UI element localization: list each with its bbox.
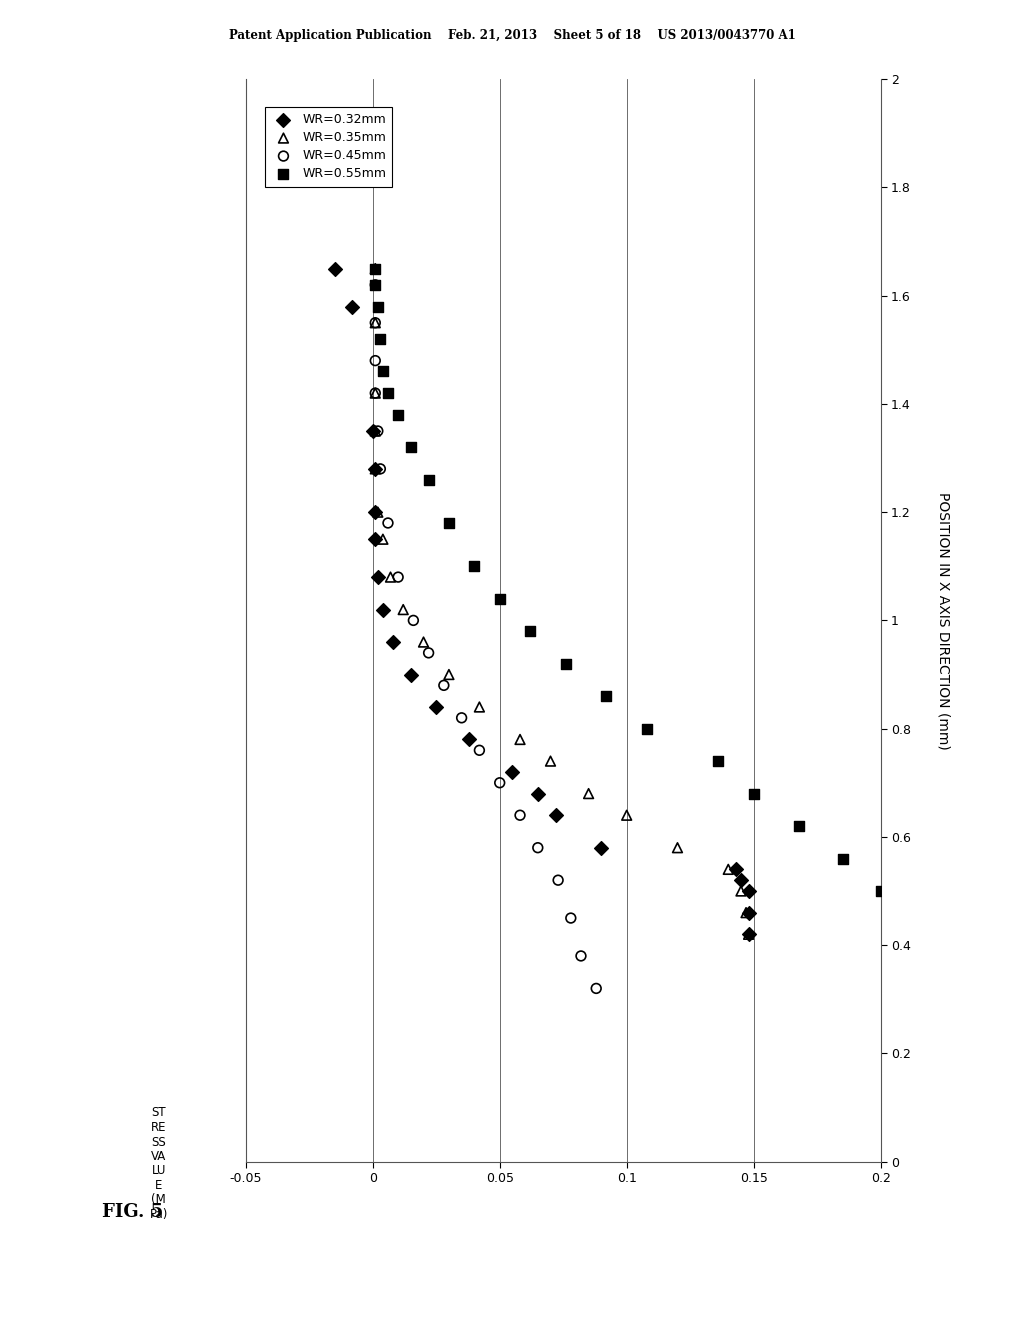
WR=0.45mm xyxy=(435,675,452,696)
WR=0.32mm xyxy=(428,697,444,718)
WR=0.55mm xyxy=(745,783,762,804)
WR=0.32mm xyxy=(740,924,757,945)
WR=0.32mm xyxy=(402,664,419,685)
WR=0.45mm xyxy=(421,643,437,664)
WR=0.32mm xyxy=(367,458,383,479)
WR=0.32mm xyxy=(365,420,381,441)
WR=0.55mm xyxy=(421,469,437,490)
WR=0.45mm xyxy=(367,275,383,296)
WR=0.55mm xyxy=(835,847,851,869)
WR=0.45mm xyxy=(406,610,422,631)
WR=0.55mm xyxy=(372,329,388,350)
WR=0.32mm xyxy=(740,880,757,902)
WR=0.55mm xyxy=(710,751,726,772)
WR=0.35mm xyxy=(416,631,432,652)
WR=0.35mm xyxy=(375,529,391,550)
WR=0.45mm xyxy=(471,739,487,760)
WR=0.45mm xyxy=(390,566,407,587)
WR=0.35mm xyxy=(471,697,487,718)
WR=0.35mm xyxy=(367,313,383,334)
WR=0.35mm xyxy=(395,599,412,620)
WR=0.32mm xyxy=(367,529,383,550)
WR=0.45mm xyxy=(529,837,546,858)
WR=0.35mm xyxy=(618,805,635,826)
WR=0.32mm xyxy=(740,902,757,923)
WR=0.32mm xyxy=(504,762,520,783)
Text: FIG. 5: FIG. 5 xyxy=(102,1203,164,1221)
WR=0.32mm xyxy=(548,805,564,826)
WR=0.45mm xyxy=(550,870,566,891)
WR=0.32mm xyxy=(728,859,744,880)
Text: Patent Application Publication    Feb. 21, 2013    Sheet 5 of 18    US 2013/0043: Patent Application Publication Feb. 21, … xyxy=(228,29,796,42)
WR=0.55mm xyxy=(598,685,614,706)
WR=0.45mm xyxy=(367,383,383,404)
Legend: WR=0.32mm, WR=0.35mm, WR=0.45mm, WR=0.55mm: WR=0.32mm, WR=0.35mm, WR=0.45mm, WR=0.55… xyxy=(265,107,392,186)
WR=0.32mm xyxy=(370,566,386,587)
WR=0.35mm xyxy=(367,458,383,479)
WR=0.35mm xyxy=(720,859,736,880)
WR=0.45mm xyxy=(367,350,383,371)
WR=0.55mm xyxy=(375,360,391,381)
WR=0.45mm xyxy=(588,978,604,999)
WR=0.35mm xyxy=(440,664,457,685)
WR=0.55mm xyxy=(367,259,383,280)
WR=0.35mm xyxy=(370,502,386,523)
WR=0.55mm xyxy=(390,404,407,425)
WR=0.35mm xyxy=(738,902,755,923)
WR=0.55mm xyxy=(370,296,386,317)
WR=0.55mm xyxy=(367,275,383,296)
WR=0.32mm xyxy=(375,599,391,620)
WR=0.45mm xyxy=(572,945,589,966)
WR=0.32mm xyxy=(367,502,383,523)
WR=0.32mm xyxy=(733,870,750,891)
WR=0.32mm xyxy=(385,631,401,652)
WR=0.35mm xyxy=(367,383,383,404)
WR=0.45mm xyxy=(372,458,388,479)
WR=0.35mm xyxy=(733,880,750,902)
WR=0.55mm xyxy=(557,653,573,675)
WR=0.55mm xyxy=(492,589,508,610)
WR=0.32mm xyxy=(344,296,360,317)
WR=0.55mm xyxy=(872,880,889,902)
WR=0.32mm xyxy=(529,783,546,804)
Text: ST
RE
SS
VA
LU
E
(M
Pa): ST RE SS VA LU E (M Pa) xyxy=(150,1106,168,1221)
WR=0.45mm xyxy=(492,772,508,793)
WR=0.45mm xyxy=(454,708,470,729)
WR=0.35mm xyxy=(543,751,559,772)
Y-axis label: POSITION IN X AXIS DIRECTION (mm): POSITION IN X AXIS DIRECTION (mm) xyxy=(936,491,950,750)
WR=0.32mm xyxy=(461,729,477,750)
WR=0.35mm xyxy=(581,783,597,804)
WR=0.55mm xyxy=(792,816,808,837)
WR=0.35mm xyxy=(740,924,757,945)
WR=0.35mm xyxy=(512,729,528,750)
WR=0.32mm xyxy=(327,259,343,280)
WR=0.35mm xyxy=(670,837,686,858)
WR=0.55mm xyxy=(639,718,655,739)
WR=0.35mm xyxy=(367,420,383,441)
WR=0.55mm xyxy=(466,556,482,577)
WR=0.45mm xyxy=(562,908,579,929)
WR=0.55mm xyxy=(380,383,396,404)
WR=0.55mm xyxy=(522,620,539,642)
WR=0.55mm xyxy=(402,437,419,458)
WR=0.45mm xyxy=(367,313,383,334)
WR=0.35mm xyxy=(382,566,398,587)
WR=0.45mm xyxy=(512,805,528,826)
WR=0.45mm xyxy=(370,420,386,441)
WR=0.45mm xyxy=(380,512,396,533)
WR=0.55mm xyxy=(440,512,457,533)
WR=0.35mm xyxy=(367,259,383,280)
WR=0.32mm xyxy=(593,837,609,858)
